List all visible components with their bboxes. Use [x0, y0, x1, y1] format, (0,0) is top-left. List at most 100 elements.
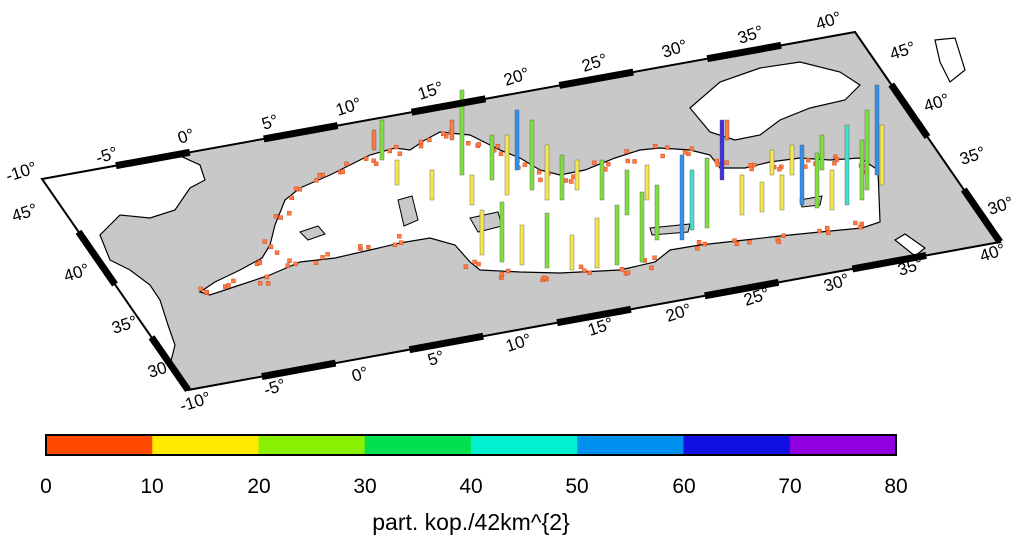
station-bar: [724, 119, 730, 141]
station-dot: [257, 260, 262, 266]
lat-tick-right: 30°: [985, 193, 1015, 219]
frame-stripe: [558, 68, 634, 89]
station-dot: [587, 270, 592, 275]
station-dot: [397, 234, 402, 239]
lon-tick-top: -10°: [3, 158, 39, 186]
station-dot: [344, 161, 349, 167]
lat-tick-right: 35°: [957, 143, 987, 169]
station-dot: [203, 289, 209, 295]
lon-tick-bottom: 5°: [425, 347, 446, 370]
lon-tick-top: 10°: [333, 94, 363, 120]
station-dot: [714, 158, 719, 164]
station-bar: [514, 109, 520, 171]
station-bar: [874, 84, 880, 176]
frame-stripe: [408, 332, 484, 354]
station-dot: [466, 140, 471, 146]
station-bar: [769, 149, 775, 176]
station-dot: [226, 283, 231, 288]
station-dot: [689, 146, 695, 151]
station-dot: [649, 265, 654, 271]
station-dot: [747, 239, 752, 245]
station-dot: [495, 144, 501, 149]
station-bar: [679, 154, 685, 241]
station-dot: [476, 142, 482, 147]
station-dot: [293, 186, 299, 191]
station-bar: [394, 159, 400, 186]
station-bar: [459, 89, 465, 176]
station-dot: [696, 240, 702, 245]
station-dot: [231, 278, 236, 284]
station-dot: [273, 214, 279, 219]
frame-stripe: [410, 95, 487, 116]
lat-tick-left: 40°: [61, 260, 91, 286]
station-dot: [427, 137, 432, 143]
station-dot: [652, 255, 657, 261]
station-dot: [397, 151, 403, 156]
station-bar: [614, 204, 620, 266]
station-dot: [832, 161, 837, 166]
station-dot: [472, 259, 477, 265]
colorbar-ticks: 0 10 20 30 40 50 60 70 80: [40, 475, 908, 498]
station-bar: [379, 119, 385, 161]
station-bar: [519, 224, 525, 266]
station-dot: [498, 151, 504, 156]
frame-stripe: [704, 278, 780, 300]
station-dot: [632, 159, 637, 164]
frame-stripe: [263, 122, 339, 143]
colorbar-frame: [45, 434, 897, 456]
colorbar-tick-label: 30: [353, 475, 376, 498]
station-dot: [858, 224, 863, 230]
station-bar: [479, 209, 485, 256]
lon-tick-top: 35°: [735, 22, 765, 48]
frame-stripe: [148, 335, 191, 392]
station-dot: [287, 258, 292, 263]
station-dot: [444, 134, 449, 139]
station-bar: [469, 174, 475, 206]
station-dot: [724, 160, 729, 165]
colorbar-title: part. kop./42km^{2}: [372, 509, 570, 535]
lon-tick-top: 0°: [175, 125, 196, 148]
station-dot: [499, 272, 505, 277]
station-dot: [317, 173, 322, 178]
station-dot: [665, 145, 670, 150]
frame-stripe: [706, 41, 782, 63]
station-dot: [297, 187, 302, 192]
station-bar: [574, 159, 580, 191]
station-dot: [363, 156, 369, 161]
station-dot: [538, 177, 543, 183]
station-dot: [198, 286, 204, 292]
map-panel: [40, 30, 1003, 392]
station-dot: [257, 281, 263, 286]
station-dot: [340, 169, 346, 174]
mediterranean-sea: [198, 131, 881, 296]
station-dot: [274, 250, 280, 255]
lon-tick-bottom: -10°: [177, 388, 213, 416]
frame-stripe: [75, 229, 118, 287]
station-dot: [366, 245, 371, 250]
caspian-sea: [934, 37, 966, 83]
station-bar: [879, 124, 885, 186]
station-dot: [734, 241, 740, 247]
station-dot: [522, 162, 528, 168]
lat-tick-left: 45°: [9, 200, 39, 226]
station-dot: [289, 195, 294, 201]
station-bar: [819, 134, 825, 171]
colorbar-segment: [364, 435, 472, 455]
station-dot: [853, 220, 858, 226]
station-dot: [394, 144, 399, 150]
balearic-islands: [299, 225, 326, 241]
station-dot: [624, 149, 629, 154]
station-dot: [569, 179, 574, 184]
lon-tick-top: 5°: [259, 111, 280, 134]
station-dot: [578, 264, 584, 270]
colorbar-tick-label: 40: [459, 475, 482, 498]
station-bar: [569, 234, 575, 271]
station-dot: [817, 228, 822, 234]
station-bar: [599, 159, 605, 201]
station-dot: [749, 166, 754, 172]
lat-tick-right: 40°: [921, 90, 951, 116]
station-dot: [325, 252, 330, 257]
station-dot: [313, 260, 319, 265]
station-dot: [536, 170, 542, 175]
colorbar-segment: [46, 435, 153, 455]
